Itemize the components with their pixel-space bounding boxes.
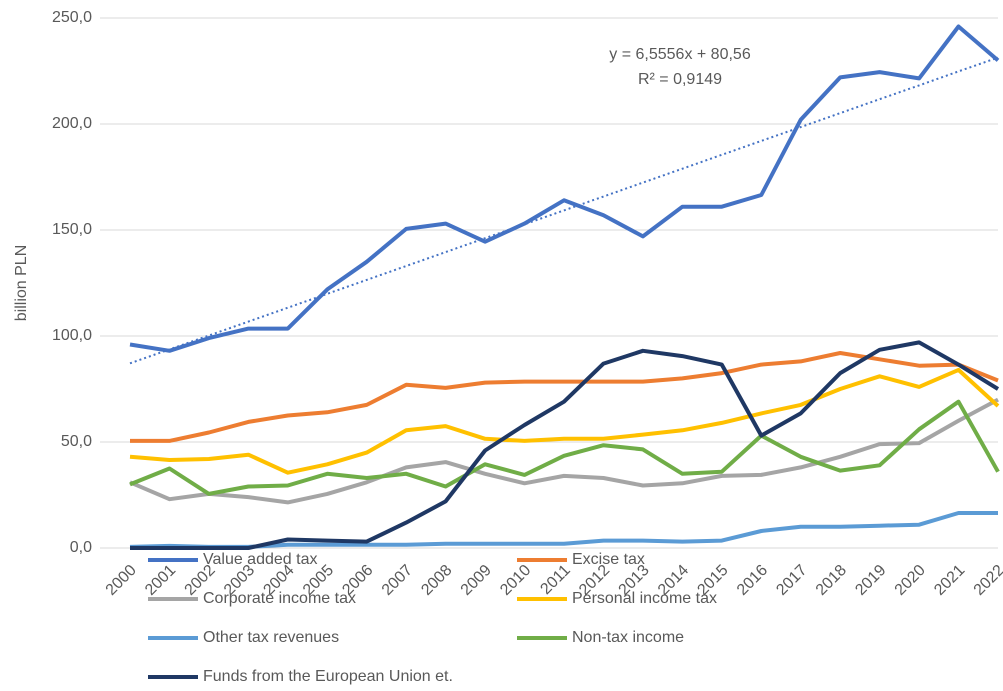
y-tick-label: 150,0 xyxy=(52,221,92,238)
series-line xyxy=(130,340,1000,550)
series-line xyxy=(129,367,1000,475)
x-tick-label: 2021 xyxy=(931,562,968,599)
series-line xyxy=(130,351,999,443)
x-tick-label: 2011 xyxy=(537,562,573,598)
x-tick-label: 2018 xyxy=(813,562,850,599)
legend-label: Personal income tax xyxy=(572,590,717,607)
legend-label: Funds from the European Union et. xyxy=(203,668,453,685)
x-tick-label: 2022 xyxy=(971,562,1003,599)
trendline xyxy=(129,56,999,365)
y-axis-label: billion PLN xyxy=(13,245,30,321)
x-tick-label: 2000 xyxy=(103,562,140,599)
x-tick-label: 2009 xyxy=(458,562,495,599)
x-tick-label: 2017 xyxy=(773,562,810,599)
x-tick-label: 2019 xyxy=(852,562,889,599)
x-tick-label: 2010 xyxy=(497,562,534,599)
series-line xyxy=(129,397,999,505)
x-tick-label: 2016 xyxy=(734,562,771,599)
legend-label: Other tax revenues xyxy=(203,629,339,646)
x-tick-label: 2001 xyxy=(142,562,179,599)
x-tick-label: 2007 xyxy=(379,562,416,599)
y-tick-label: 50,0 xyxy=(61,433,92,450)
y-tick-label: 200,0 xyxy=(52,115,92,132)
y-tick-label: 0,0 xyxy=(70,539,92,556)
legend-label: Non-tax income xyxy=(572,629,684,646)
legend-label: Value added tax xyxy=(203,551,317,568)
series-line xyxy=(129,399,1000,496)
x-tick-label: 2020 xyxy=(892,562,929,599)
trend-equation: y = 6,5556x + 80,56 xyxy=(609,46,751,63)
legend-label: Corporate income tax xyxy=(203,590,356,607)
series-line xyxy=(129,24,1000,353)
y-tick-label: 100,0 xyxy=(52,327,92,344)
x-tick-label: 2008 xyxy=(418,562,455,599)
series-line xyxy=(129,511,998,549)
y-tick-label: 250,0 xyxy=(52,9,92,26)
legend-label: Excise tax xyxy=(572,551,645,568)
trend-r-squared: R² = 0,9149 xyxy=(638,71,722,88)
